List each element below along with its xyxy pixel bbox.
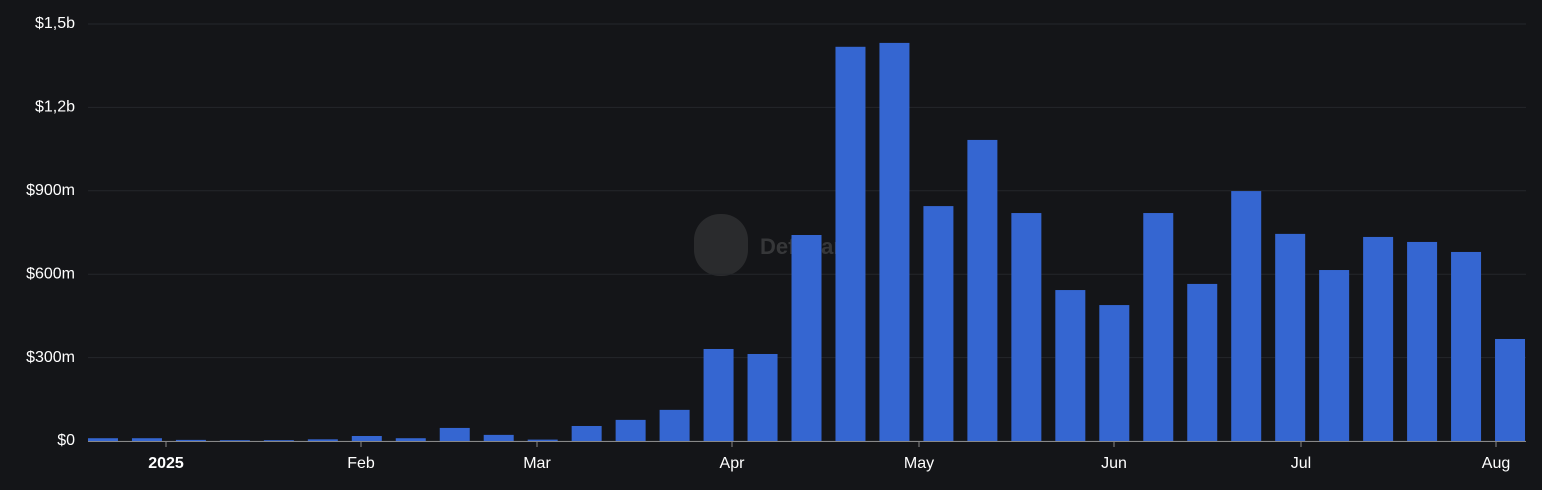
x-tick-label: Mar [523,455,551,472]
x-tick-label: Jul [1291,455,1311,472]
bar [1143,213,1174,441]
bar [1011,213,1042,441]
bar [87,438,118,441]
bar [175,439,206,441]
x-tick-label: Jun [1101,455,1127,472]
bar [879,42,910,442]
x-tick-label: Feb [347,455,375,472]
bar [791,235,822,441]
bar [1275,233,1306,441]
bar [659,409,690,441]
bar [1363,236,1394,441]
bar [571,425,602,441]
bar [483,434,514,441]
bar [351,435,382,441]
bar [1099,305,1130,441]
bar [263,440,294,441]
x-tick-label: May [904,455,934,472]
y-tick-label: $300m [26,349,75,366]
bar [967,139,998,441]
bar [439,427,470,441]
y-tick-label: $0 [57,432,75,449]
y-tick-label: $900m [26,182,75,199]
bar [1407,241,1438,441]
bar [615,419,646,441]
bar [747,353,778,441]
bar [219,440,250,441]
bar [835,46,866,442]
y-tick-label: $1,5b [35,15,75,32]
bar [923,206,954,441]
bar [527,439,558,441]
bar [1187,283,1218,441]
bar [703,348,734,441]
bar [1319,270,1350,441]
bar [131,438,162,441]
bar [307,439,338,441]
y-tick-label: $1,2b [35,99,75,116]
bar [1055,290,1086,441]
bar [1231,191,1262,441]
x-tick-label: Aug [1482,455,1510,472]
bar [1495,338,1526,441]
bar [395,438,426,441]
watermark-logo [694,214,748,276]
bar [1451,251,1482,441]
y-tick-label: $600m [26,265,75,282]
x-tick-label: 2025 [148,455,184,472]
x-tick-label: Apr [720,455,746,472]
